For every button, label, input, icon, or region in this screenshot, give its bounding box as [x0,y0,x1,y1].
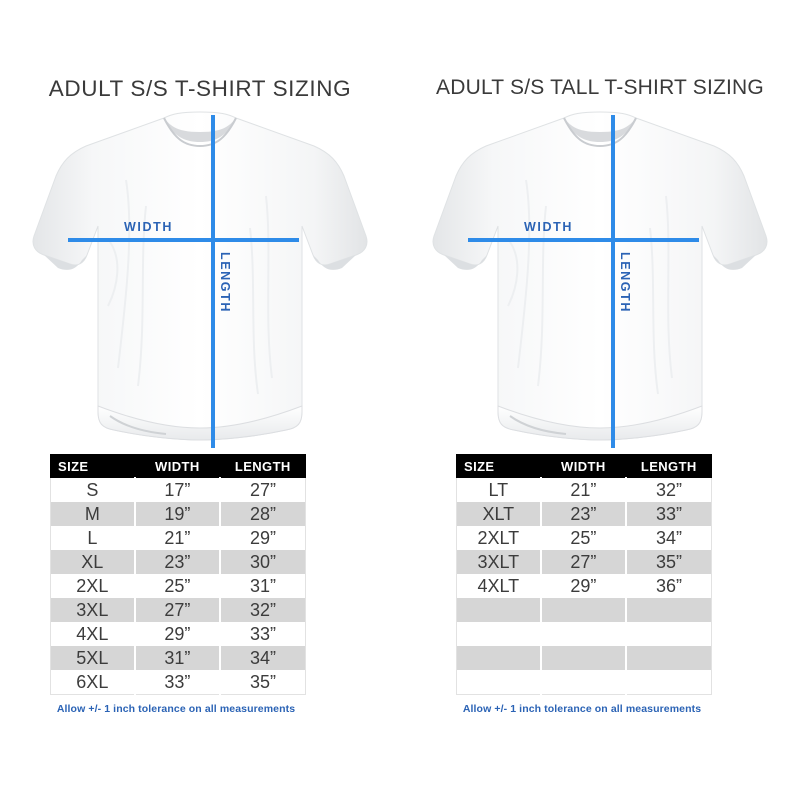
cell-width: 29” [539,574,628,598]
cell-length: 35” [625,550,713,574]
cell-size: 4XL [49,622,136,646]
size-table-adult-ss: SIZE WIDTH LENGTH S 17” 27” M 19” 28” L … [49,454,307,695]
table-row: 2XLT 25” 34” [455,526,713,550]
cell-size: 3XL [49,598,136,622]
cell-length: 32” [625,477,713,502]
cell-width: 25” [133,574,222,598]
cell-width: 27” [133,598,222,622]
cell-size: XL [49,550,136,574]
cell-width: 27” [539,550,628,574]
cell-length: 32” [219,598,307,622]
cell-width [539,598,628,622]
cell-length: 34” [219,646,307,670]
table-row-empty [455,646,713,670]
cell-length: 27” [219,477,307,502]
cell-size: XLT [455,502,542,526]
cell-size: 3XLT [455,550,542,574]
table-row: 3XL 27” 32” [49,598,307,622]
cell-width: 21” [539,477,628,502]
cell-length: 36” [625,574,713,598]
table-row: 4XLT 29” 36” [455,574,713,598]
table-row-empty [455,598,713,622]
table-row-empty [455,622,713,646]
cell-width: 17” [133,477,222,502]
cell-size: 4XLT [455,574,542,598]
page-title-adult-ss: ADULT S/S T-SHIRT SIZING [48,76,352,101]
cell-size: 5XL [49,646,136,670]
cell-size: LT [455,477,542,502]
cell-size: 6XL [49,670,136,695]
column-header-length: LENGTH [625,454,713,478]
table-row: S 17” 27” [49,477,307,502]
cell-width: 21” [133,526,222,550]
cell-width: 25” [539,526,628,550]
table-row: XL 23” 30” [49,550,307,574]
cell-size [455,646,542,670]
cell-length: 29” [219,526,307,550]
cell-size [455,670,542,695]
column-header-size: SIZE [455,454,542,478]
cell-length: 33” [219,622,307,646]
cell-length [625,646,713,670]
cell-size: S [49,477,136,502]
cell-width [539,646,628,670]
table-row-empty [455,670,713,695]
cell-length: 35” [219,670,307,695]
table-row: M 19” 28” [49,502,307,526]
cell-width: 31” [133,646,222,670]
cell-size: 2XLT [455,526,542,550]
cell-length: 30” [219,550,307,574]
column-header-size: SIZE [49,454,136,478]
table-row: 2XL 25” 31” [49,574,307,598]
table-row: XLT 23” 33” [455,502,713,526]
cell-length [625,622,713,646]
cell-width: 23” [539,502,628,526]
table-row: 5XL 31” 34” [49,646,307,670]
cell-width [539,670,628,695]
panel-adult-ss: ADULT S/S T-SHIRT SIZING [14,76,386,715]
cell-length: 33” [625,502,713,526]
size-table-adult-ss-tall: SIZE WIDTH LENGTH LT 21” 32” XLT 23” 33”… [455,454,713,695]
tshirt-illustration [32,111,368,441]
tshirt-illustration [432,111,768,441]
tshirt-diagram-adult-ss-tall: WIDTH LENGTH [414,110,786,450]
table-row: 3XLT 27” 35” [455,550,713,574]
tolerance-note: Allow +/- 1 inch tolerance on all measur… [56,703,296,715]
cell-size: L [49,526,136,550]
column-header-width: WIDTH [540,454,627,478]
table-row: LT 21” 32” [455,477,713,502]
cell-width: 23” [133,550,222,574]
cell-size: M [49,502,136,526]
table-header-row: SIZE WIDTH LENGTH [49,454,307,478]
panel-adult-ss-tall: ADULT S/S TALL T-SHIRT SIZING [400,0,800,800]
column-header-length: LENGTH [219,454,307,478]
cell-size: 2XL [49,574,136,598]
table-row: 4XL 29” 33” [49,622,307,646]
cell-size [455,622,542,646]
cell-width: 33” [133,670,222,695]
table-header-row: SIZE WIDTH LENGTH [455,454,713,478]
cell-length [625,598,713,622]
cell-width: 19” [133,502,222,526]
page-title-adult-ss-tall: ADULT S/S TALL T-SHIRT SIZING [436,76,764,99]
tshirt-diagram-adult-ss: WIDTH LENGTH [14,110,386,450]
cell-length: 28” [219,502,307,526]
cell-length: 31” [219,574,307,598]
cell-width [539,622,628,646]
cell-length: 34” [625,526,713,550]
cell-length [625,670,713,695]
cell-size [455,598,542,622]
cell-width: 29” [133,622,222,646]
table-row: L 21” 29” [49,526,307,550]
table-row: 6XL 33” 35” [49,670,307,695]
column-header-width: WIDTH [134,454,221,478]
tolerance-note: Allow +/- 1 inch tolerance on all measur… [462,703,702,715]
